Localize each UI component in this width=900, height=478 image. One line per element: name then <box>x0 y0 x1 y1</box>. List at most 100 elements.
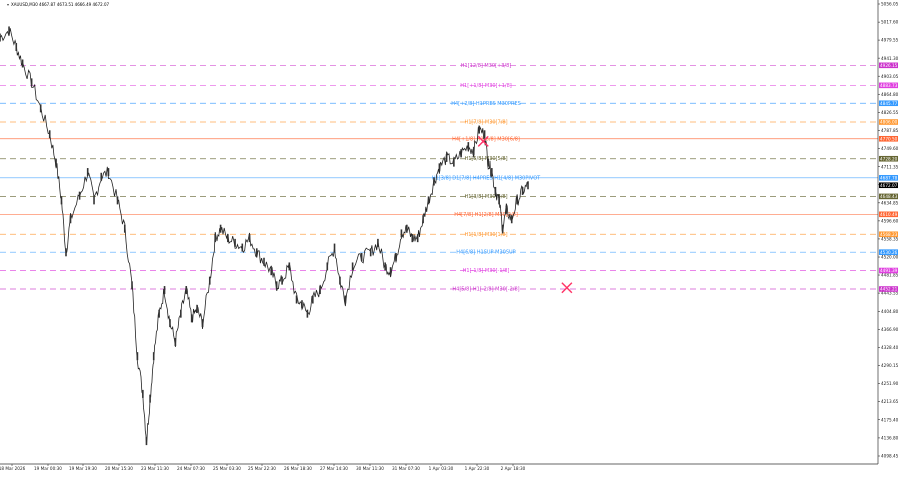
candle <box>131 281 133 290</box>
candle <box>255 248 258 257</box>
candle <box>384 262 386 271</box>
level-label: H1[+1/8] M30[+1/8] <box>460 83 512 89</box>
candle <box>360 253 363 262</box>
price-tags: 4926.15 4883.73 4845.77 4806.00 4770.50 4728.… <box>879 62 898 292</box>
symbol-ohlc-text: XAUUSD,M30 4667.87 4673.51 4666.49 4672.… <box>11 2 110 7</box>
candle <box>501 224 504 233</box>
price-line <box>0 28 529 445</box>
price-tag-box <box>879 286 898 292</box>
candle <box>219 224 222 233</box>
x-tick-label: 31 Mar 07:30 <box>392 466 420 471</box>
candle <box>8 26 10 35</box>
price-tag-label: 4687.78 <box>880 175 898 180</box>
price-tag-box <box>879 211 898 218</box>
price-tag-label: 4770.50 <box>880 136 898 141</box>
candle <box>478 125 480 134</box>
candle <box>339 276 341 285</box>
price-tag-label: 4568.23 <box>880 232 898 237</box>
axes <box>0 0 879 465</box>
x-tick-label: 30 Mar 11:30 <box>356 466 384 471</box>
candle <box>248 234 251 243</box>
candle <box>149 394 151 403</box>
price-tag-label: 4806.00 <box>880 120 898 125</box>
price-tag-box <box>879 249 898 255</box>
price-tag-box <box>879 62 898 69</box>
price-tag-label: 4648.43 <box>880 194 898 199</box>
y-tick-label: 4903.05 <box>881 74 899 79</box>
price-tag-label: 4845.77 <box>880 101 898 106</box>
price-tag-label: 4672.07 <box>880 183 898 188</box>
level-lines: H1[12/8] M30[+3/8] H1[+1/8] M30[+1/8] H4[+… <box>0 63 878 293</box>
candle <box>185 286 188 295</box>
candle <box>491 168 493 177</box>
candle <box>411 234 414 243</box>
y-tick-label: 4175.40 <box>881 417 899 422</box>
x-tick-label: 2 Apr 18:30 <box>501 466 526 471</box>
price-tag-label: 4452.21 <box>880 287 898 292</box>
price-tag-label: 4491.39 <box>880 268 898 273</box>
x-tick-label: 25 Mar 03:30 <box>213 466 241 471</box>
candle <box>78 191 81 200</box>
candle <box>15 42 18 51</box>
candle <box>472 146 475 155</box>
x-tick-label: 27 Mar 14:30 <box>320 466 348 471</box>
candle <box>295 295 298 304</box>
candle <box>145 437 148 446</box>
candle <box>0 33 1 42</box>
y-tick-label: 4596.60 <box>881 218 899 223</box>
candle <box>275 281 278 290</box>
candle <box>453 158 455 167</box>
cross-marker <box>561 282 573 294</box>
candle <box>152 352 155 361</box>
candle <box>351 262 354 271</box>
level-label: H1[7/8] M30[7/8] <box>464 120 507 126</box>
y-tick-label: 5017.60 <box>881 20 899 25</box>
candle <box>107 168 110 177</box>
level-label: H4[6/8] H1SUP M30SUP <box>456 250 515 256</box>
y-tick-label: 4404.80 <box>881 309 899 314</box>
candle <box>416 234 419 243</box>
y-tick-label: 4711.35 <box>881 164 899 169</box>
x-tick-label: 1 Apr 03:30 <box>429 466 454 471</box>
candle <box>494 186 497 195</box>
level-label: H4[+2/8] H1PRES M30PRES <box>451 101 521 107</box>
candle <box>214 234 216 243</box>
candle <box>427 196 430 205</box>
candle <box>422 215 424 224</box>
candle <box>163 286 166 295</box>
level-label: H4[7/8] H1[2/8] M30[2/8] <box>454 212 518 218</box>
price-series <box>0 26 529 446</box>
y-tick-label: 4787.85 <box>881 128 899 133</box>
y-tick-label: 4481.85 <box>881 273 899 278</box>
candle <box>180 309 182 318</box>
candle <box>169 319 171 328</box>
candle <box>521 186 524 195</box>
x-tick-label: 1 Apr 22:30 <box>465 466 490 471</box>
collapse-triangle-icon[interactable]: ▾ <box>7 2 10 7</box>
candle <box>312 295 314 304</box>
candle <box>301 300 303 309</box>
candle <box>158 309 160 318</box>
y-tick-label: 4558.35 <box>881 237 899 242</box>
candle <box>86 168 89 177</box>
level-label: H1[5/8] M30[5/8] <box>464 156 507 162</box>
candle <box>201 319 204 328</box>
candle <box>510 215 513 224</box>
candle <box>270 267 273 276</box>
y-tick-label: 4749.60 <box>881 146 899 151</box>
price-tag-box <box>879 231 898 238</box>
y-tick-label: 4443.55 <box>881 291 899 296</box>
candle <box>142 389 144 398</box>
x-tick-label: 23 Mar 11:30 <box>141 466 169 471</box>
y-tick-label: 5056.05 <box>881 2 899 7</box>
x-tick-label: 18 Mar 2026 <box>0 466 26 471</box>
candle <box>406 224 408 233</box>
level-label: H4[5/8] H1[-2/8] M30[-2/8] <box>452 287 519 293</box>
candle <box>65 248 67 257</box>
y-tick-label: 4098.45 <box>881 454 899 459</box>
price-tag-box <box>879 135 898 142</box>
x-tick-label: 24 Mar 07:30 <box>177 466 205 471</box>
